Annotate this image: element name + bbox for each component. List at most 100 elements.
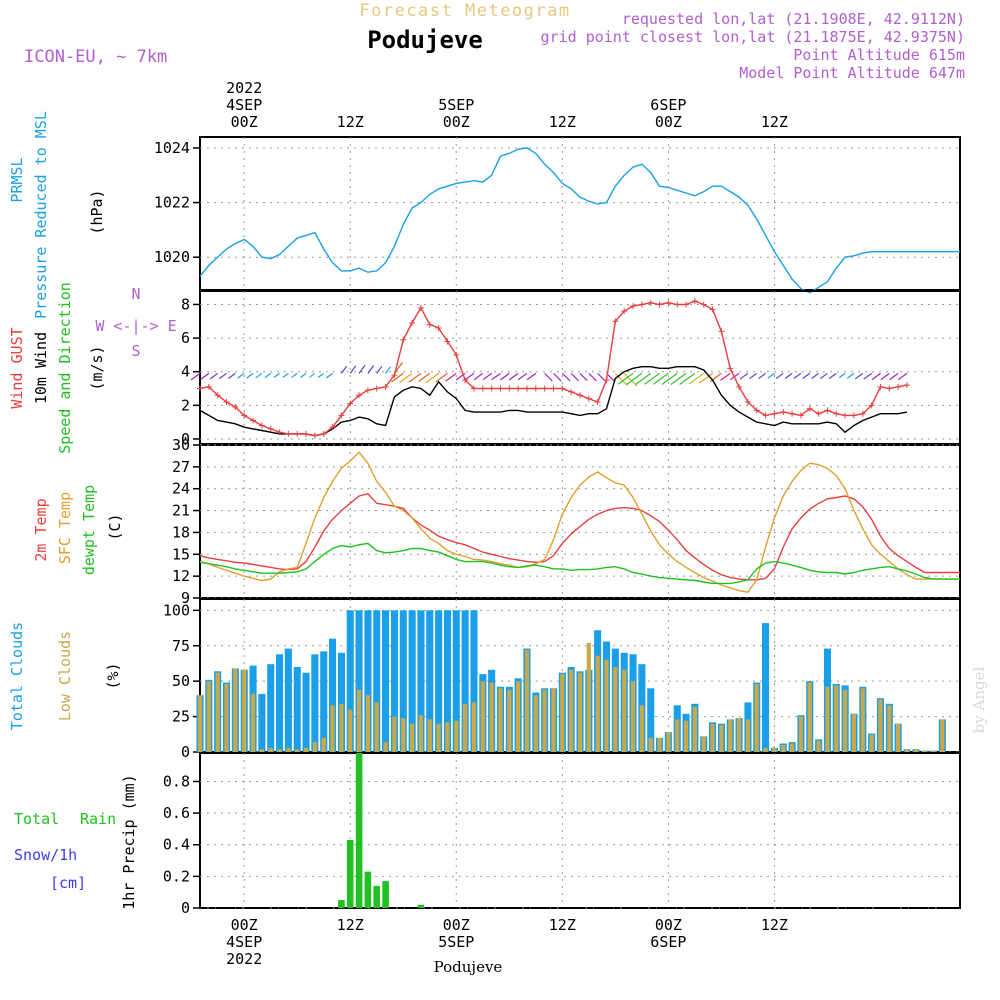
low-cloud-bar <box>613 667 618 752</box>
wind-arrow <box>579 372 588 382</box>
low-cloud-bar <box>940 719 945 752</box>
low-cloud-bar <box>259 749 264 752</box>
low-cloud-bar <box>321 737 326 752</box>
low-cloud-bar <box>604 659 609 752</box>
wind-arrow <box>846 372 855 379</box>
gust-marker <box>462 377 469 384</box>
total-cloud-bar <box>470 610 478 752</box>
total-cloud-bar <box>355 610 363 752</box>
y-tick-label: 0 <box>181 430 190 448</box>
gust-marker <box>364 387 371 394</box>
bottom-time-label: 2022 <box>226 950 262 968</box>
clouds-unit: (%) <box>104 662 122 689</box>
wind-arrow <box>246 372 254 379</box>
low-cloud-bar <box>807 682 812 752</box>
wind-arrow <box>652 372 669 385</box>
total-cloud-bar <box>293 667 301 752</box>
low-cloud-bar <box>560 674 565 752</box>
low-cloud-bar <box>233 668 238 752</box>
low-cloud-bar <box>834 685 839 752</box>
wind-arrow <box>670 372 687 385</box>
gust-marker <box>691 298 698 305</box>
low-cloud-bar <box>471 702 476 752</box>
wind-arrow <box>200 372 210 380</box>
low-cloud-bar <box>215 672 220 752</box>
y-tick-label: 30 <box>172 436 190 454</box>
y-tick-label: 0.4 <box>163 836 190 854</box>
low-cloud-bar <box>666 732 671 752</box>
low-cloud-bar <box>427 719 432 752</box>
gust-marker <box>736 383 743 390</box>
low-cloud-bar <box>542 689 547 752</box>
wind-arrow <box>784 372 793 379</box>
gust-marker <box>753 407 760 414</box>
temp-line-2 <box>199 542 960 585</box>
gust-marker <box>868 402 875 409</box>
total-cloud-bar <box>762 623 770 752</box>
low-cloud-bar <box>728 719 733 752</box>
wind-arrow <box>854 372 864 380</box>
gust-marker <box>895 383 902 390</box>
low-cloud-bar <box>896 723 901 752</box>
low-cloud-bar <box>374 702 379 752</box>
low-cloud-bar <box>410 723 415 752</box>
wind-arrow <box>793 372 802 379</box>
low-cloud-bar <box>798 716 803 752</box>
low-cloud-bar <box>356 689 362 752</box>
panel-frame-wind <box>199 290 961 445</box>
low-cloud-bar <box>657 737 662 752</box>
gust-marker <box>276 429 283 436</box>
top-time-label: 12Z <box>761 113 788 131</box>
wind-arrow <box>349 365 357 374</box>
gust-marker <box>603 377 610 384</box>
wind-arrow <box>544 372 553 382</box>
low-cloud-bar <box>622 669 627 752</box>
gust-marker <box>223 398 230 405</box>
gust-marker <box>824 407 831 414</box>
snow-label: Snow/1h <box>14 846 77 864</box>
gust-marker <box>762 412 769 419</box>
total-cloud-bar <box>461 610 469 752</box>
wind-arrow <box>499 372 510 381</box>
gust-marker <box>426 321 433 328</box>
low-cloud-bar <box>489 682 494 752</box>
wind-arrow <box>661 372 678 385</box>
low-cloud-bar <box>330 705 335 753</box>
top-time-label: 6SEP <box>650 96 686 114</box>
low-cloud-bar <box>692 706 697 752</box>
y-tick-label: 1022 <box>154 194 190 212</box>
total-cloud-bar <box>417 610 425 752</box>
low-cloud-bar <box>736 718 742 752</box>
wind-arrow <box>819 372 828 380</box>
panel-frame-precipitation <box>199 752 961 909</box>
total-cloud-bar <box>284 648 292 752</box>
low-cloud-bar <box>913 749 918 752</box>
low-cloud-bar <box>851 713 856 753</box>
pressure-label-long: Pressure Reduced to MSL <box>32 111 50 319</box>
y-tick-label: 8 <box>181 295 190 313</box>
total-cloud-bar <box>276 654 284 753</box>
wind-arrow <box>688 372 705 385</box>
wind-direction-label: Speed and Direction <box>56 282 74 454</box>
gust-marker <box>409 319 416 326</box>
gust-marker <box>338 412 345 419</box>
gust-marker <box>665 299 672 306</box>
low-cloud-bar <box>630 681 636 752</box>
low-cloud-bar <box>763 747 768 753</box>
wind-arrow <box>526 372 537 381</box>
bottom-time-label: 12Z <box>549 916 576 934</box>
wind-speed-line <box>199 366 908 437</box>
temp-line-0 <box>199 493 960 581</box>
pressure-label-short: PRMSL <box>8 157 26 202</box>
y-tick-label: 1020 <box>154 248 190 266</box>
gust-marker <box>356 392 363 399</box>
gust-marker <box>373 385 380 392</box>
gust-marker <box>797 412 804 419</box>
gust-marker <box>718 328 725 335</box>
low-cloud-bar <box>507 689 512 752</box>
temp-2m-label: 2m Temp <box>32 498 50 561</box>
total-cloud-bar <box>346 610 354 752</box>
wind-arrow <box>282 372 289 378</box>
rain-bar <box>382 881 389 908</box>
wind-arrow <box>464 372 475 381</box>
